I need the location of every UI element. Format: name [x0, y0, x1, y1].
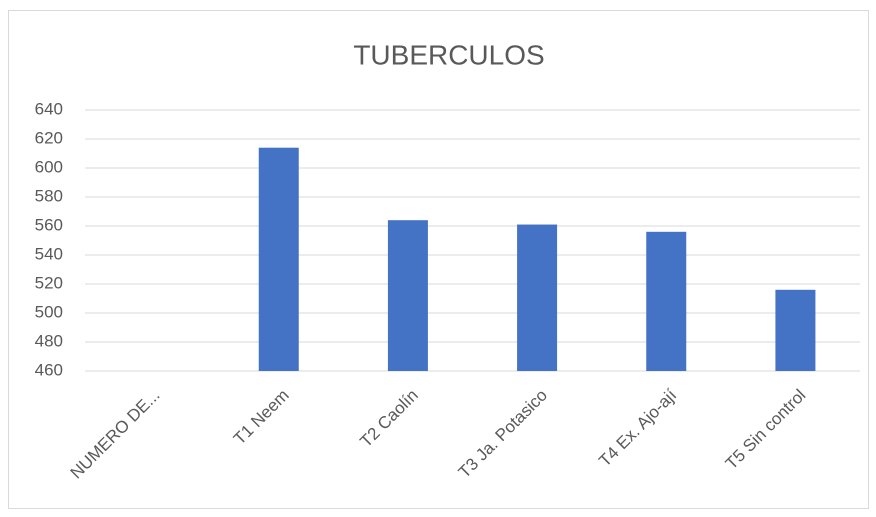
chart-title: TUBERCULOS: [353, 39, 544, 70]
y-tick-label: 640: [35, 99, 63, 118]
y-tick-label: 620: [35, 128, 63, 147]
y-tick-label: 480: [35, 331, 63, 350]
y-tick-label: 540: [35, 244, 63, 263]
y-tick-label: 600: [35, 157, 63, 176]
y-tick-label: 520: [35, 273, 63, 292]
bar: [387, 220, 428, 371]
bar: [517, 224, 558, 371]
y-tick-label: 460: [35, 360, 63, 379]
bar: [775, 289, 816, 371]
y-tick-label: 500: [35, 302, 63, 321]
y-tick-label: 580: [35, 186, 63, 205]
bar: [258, 147, 299, 371]
bar: [646, 231, 687, 371]
chart-border: [8, 10, 869, 509]
y-tick-label: 560: [35, 215, 63, 234]
